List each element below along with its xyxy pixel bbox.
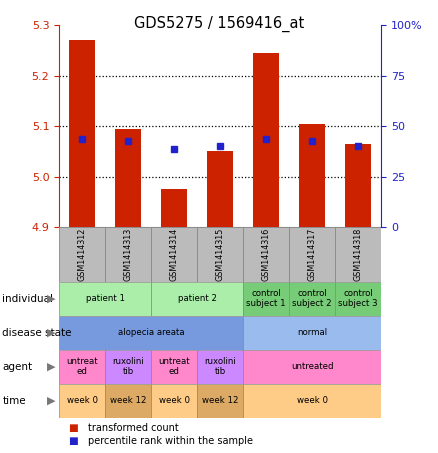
Text: disease state: disease state [2,328,72,338]
FancyBboxPatch shape [59,227,105,282]
Text: GSM1414314: GSM1414314 [170,228,179,281]
FancyBboxPatch shape [59,384,105,418]
Text: GSM1414318: GSM1414318 [353,228,363,281]
Text: untreated: untreated [291,362,333,371]
Bar [70,40,95,227]
Text: ruxolini
tib: ruxolini tib [204,357,236,376]
Text: ■: ■ [68,423,78,433]
FancyBboxPatch shape [151,350,197,384]
Text: ruxolini
tib: ruxolini tib [112,357,144,376]
Text: patient 1: patient 1 [85,294,125,303]
Text: individual: individual [2,294,53,304]
Text: GDS5275 / 1569416_at: GDS5275 / 1569416_at [134,16,304,32]
Text: GSM1414313: GSM1414313 [124,228,133,281]
FancyBboxPatch shape [59,316,243,350]
Text: week 0: week 0 [297,396,328,405]
FancyBboxPatch shape [197,384,243,418]
FancyBboxPatch shape [151,384,197,418]
Text: week 0: week 0 [67,396,98,405]
Text: GSM1414316: GSM1414316 [261,228,271,281]
Text: control
subject 2: control subject 2 [292,289,332,308]
Text: week 0: week 0 [159,396,190,405]
Text: GSM1414315: GSM1414315 [215,228,225,281]
FancyBboxPatch shape [197,350,243,384]
Text: GSM1414312: GSM1414312 [78,228,87,281]
Text: control
subject 3: control subject 3 [338,289,378,308]
FancyBboxPatch shape [105,384,151,418]
FancyBboxPatch shape [335,227,381,282]
Text: untreat
ed: untreat ed [66,357,98,376]
FancyBboxPatch shape [59,350,105,384]
FancyBboxPatch shape [243,227,289,282]
FancyBboxPatch shape [289,282,335,316]
Text: GSM1414317: GSM1414317 [307,228,317,281]
Bar [116,129,141,227]
FancyBboxPatch shape [243,282,289,316]
Text: normal: normal [297,328,327,337]
FancyBboxPatch shape [151,227,197,282]
Text: ▶: ▶ [47,361,56,372]
Text: ■: ■ [68,436,78,447]
Text: ▶: ▶ [47,395,56,406]
FancyBboxPatch shape [151,282,243,316]
Text: ▶: ▶ [47,328,56,338]
FancyBboxPatch shape [243,350,381,384]
Text: ▶: ▶ [47,294,56,304]
Bar [254,53,279,227]
FancyBboxPatch shape [105,350,151,384]
Text: alopecia areata: alopecia areata [118,328,184,337]
Bar [346,144,371,227]
Text: week 12: week 12 [110,396,146,405]
Text: untreat
ed: untreat ed [158,357,190,376]
Bar [300,124,325,227]
FancyBboxPatch shape [243,384,381,418]
FancyBboxPatch shape [105,227,151,282]
Text: control
subject 1: control subject 1 [246,289,286,308]
FancyBboxPatch shape [59,282,151,316]
FancyBboxPatch shape [335,282,381,316]
Text: percentile rank within the sample: percentile rank within the sample [88,436,253,447]
Text: transformed count: transformed count [88,423,178,433]
Bar [208,151,233,227]
Text: week 12: week 12 [202,396,238,405]
Bar [162,189,187,227]
FancyBboxPatch shape [289,227,335,282]
FancyBboxPatch shape [243,316,381,350]
FancyBboxPatch shape [197,227,243,282]
Text: time: time [2,395,26,406]
Text: agent: agent [2,361,32,372]
Text: patient 2: patient 2 [177,294,217,303]
